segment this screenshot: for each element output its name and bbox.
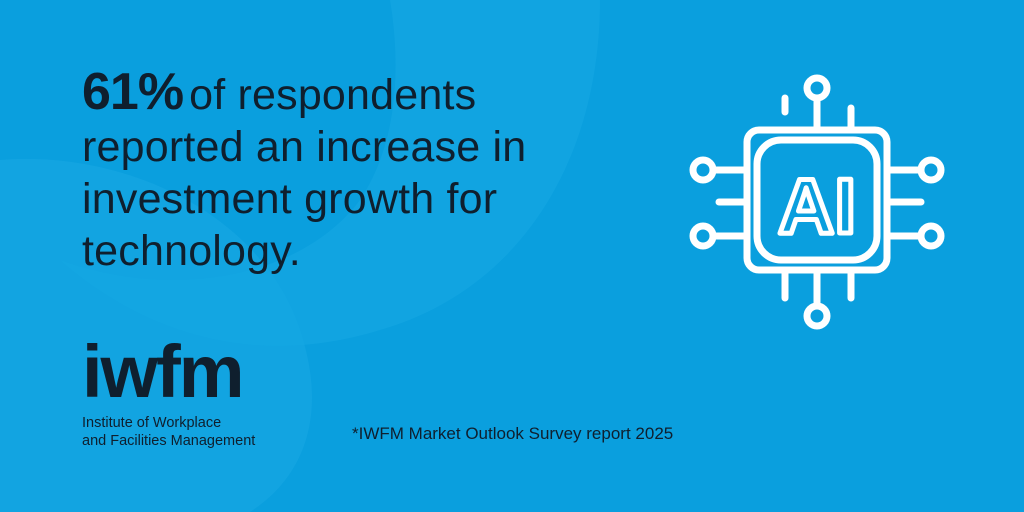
logo-subtitle-line2: and Facilities Management [82, 433, 256, 449]
ai-chip-icon: AI [689, 74, 945, 330]
ai-label: AI [778, 162, 856, 250]
headline: 61% of respondents reported an increase i… [82, 66, 642, 277]
logo-subtitle-line1: Institute of Workplace [82, 415, 222, 431]
headline-stat: 61% [82, 63, 184, 121]
source-footnote: *IWFM Market Outlook Survey report 2025 [352, 424, 674, 443]
iwfm-logo: iwfm Institute of Workplace and Faciliti… [82, 330, 255, 450]
headline-text: of respondents reported an increase in i… [82, 71, 527, 275]
logo-subtitle: Institute of Workplace and Facilities Ma… [82, 414, 255, 450]
logo-wordmark: iwfm [82, 330, 245, 413]
